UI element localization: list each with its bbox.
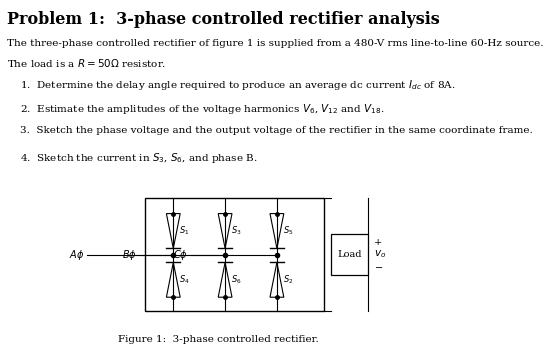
Text: Problem 1:  3-phase controlled rectifier analysis: Problem 1: 3-phase controlled rectifier …: [7, 11, 440, 28]
Text: Figure 1:  3-phase controlled rectifier.: Figure 1: 3-phase controlled rectifier.: [118, 335, 319, 344]
Text: 4.  Sketch the current in $S_3$, $S_6$, and phase B.: 4. Sketch the current in $S_3$, $S_6$, a…: [20, 151, 257, 165]
Text: $B\phi$: $B\phi$: [122, 249, 137, 262]
Text: 3.  Sketch the phase voltage and the output voltage of the rectifier in the same: 3. Sketch the phase voltage and the outp…: [20, 126, 533, 136]
Text: $S_3$: $S_3$: [231, 225, 242, 237]
Text: $-$: $-$: [374, 262, 383, 271]
Text: 2.  Estimate the amplitudes of the voltage harmonics $V_6$, $V_{12}$ and $V_{18}: 2. Estimate the amplitudes of the voltag…: [20, 102, 385, 116]
Text: +: +: [374, 238, 382, 247]
Text: $S_1$: $S_1$: [179, 225, 190, 237]
Text: $A\phi$: $A\phi$: [69, 249, 85, 262]
Text: $v_o$: $v_o$: [374, 249, 386, 261]
Text: $S_5$: $S_5$: [283, 225, 294, 237]
Text: The three-phase controlled rectifier of figure 1 is supplied from a 480-V rms li: The three-phase controlled rectifier of …: [7, 39, 544, 48]
Text: $S_4$: $S_4$: [179, 274, 190, 286]
Text: The load is a $R = 50\Omega$ resistor.: The load is a $R = 50\Omega$ resistor.: [7, 57, 166, 69]
Text: 1.  Determine the delay angle required to produce an average dc current $I_{dc}$: 1. Determine the delay angle required to…: [20, 78, 456, 92]
Text: $S_2$: $S_2$: [283, 274, 294, 286]
Text: $S_6$: $S_6$: [231, 274, 242, 286]
Text: $C\phi$: $C\phi$: [174, 249, 188, 262]
Text: Load: Load: [337, 250, 361, 259]
